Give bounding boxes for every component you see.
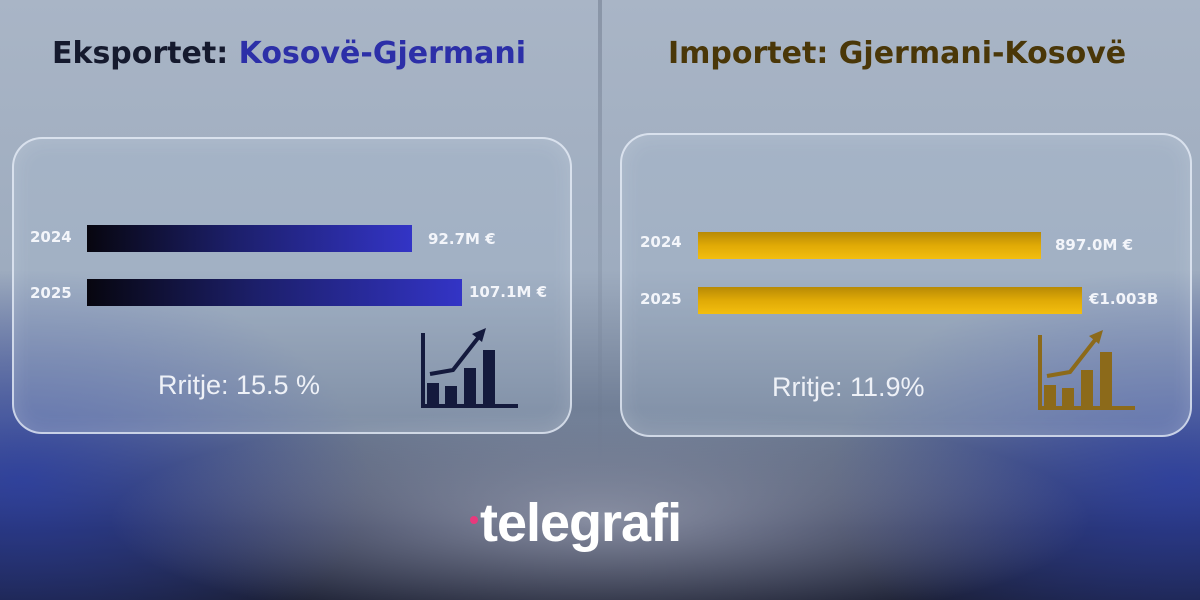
- export-bar-2024: [87, 225, 412, 252]
- export-title-route: Kosovë-Gjermani: [238, 36, 527, 71]
- export-year-label-2025: 2025: [30, 284, 72, 302]
- logo-dot: [470, 516, 478, 524]
- export-bar-2025: [87, 279, 462, 306]
- import-value-2025: €1.003B: [1089, 290, 1159, 308]
- import-growth-label: Rritje: 11.9%: [772, 372, 925, 402]
- export-value-2024: 92.7M €: [428, 230, 496, 248]
- import-title-route: Gjermani-Kosovë: [838, 36, 1127, 71]
- import-title: Importet: Gjermani-Kosovë: [668, 36, 1126, 71]
- import-year-label-2025: 2025: [640, 290, 682, 308]
- export-title: Eksportet: Kosovë-Gjermani: [52, 36, 526, 71]
- export-year-label-2024: 2024: [30, 228, 72, 246]
- import-title-prefix: Importet:: [668, 36, 829, 71]
- export-growth-label: Rritje: 15.5 %: [158, 370, 321, 400]
- growth-chart-icon: [1038, 330, 1135, 410]
- growth-chart-icon: [421, 328, 518, 408]
- telegrafi-logo: telegrafi: [480, 493, 682, 553]
- import-value-2024: 897.0M €: [1055, 236, 1134, 254]
- export-value-2025: 107.1M €: [469, 283, 548, 301]
- import-bar-2024: [698, 232, 1042, 259]
- export-title-prefix: Eksportet:: [52, 36, 229, 71]
- import-year-label-2024: 2024: [640, 233, 682, 251]
- import-bar-2025: [698, 287, 1082, 314]
- import-panel: [620, 133, 1192, 437]
- divider: [598, 0, 602, 470]
